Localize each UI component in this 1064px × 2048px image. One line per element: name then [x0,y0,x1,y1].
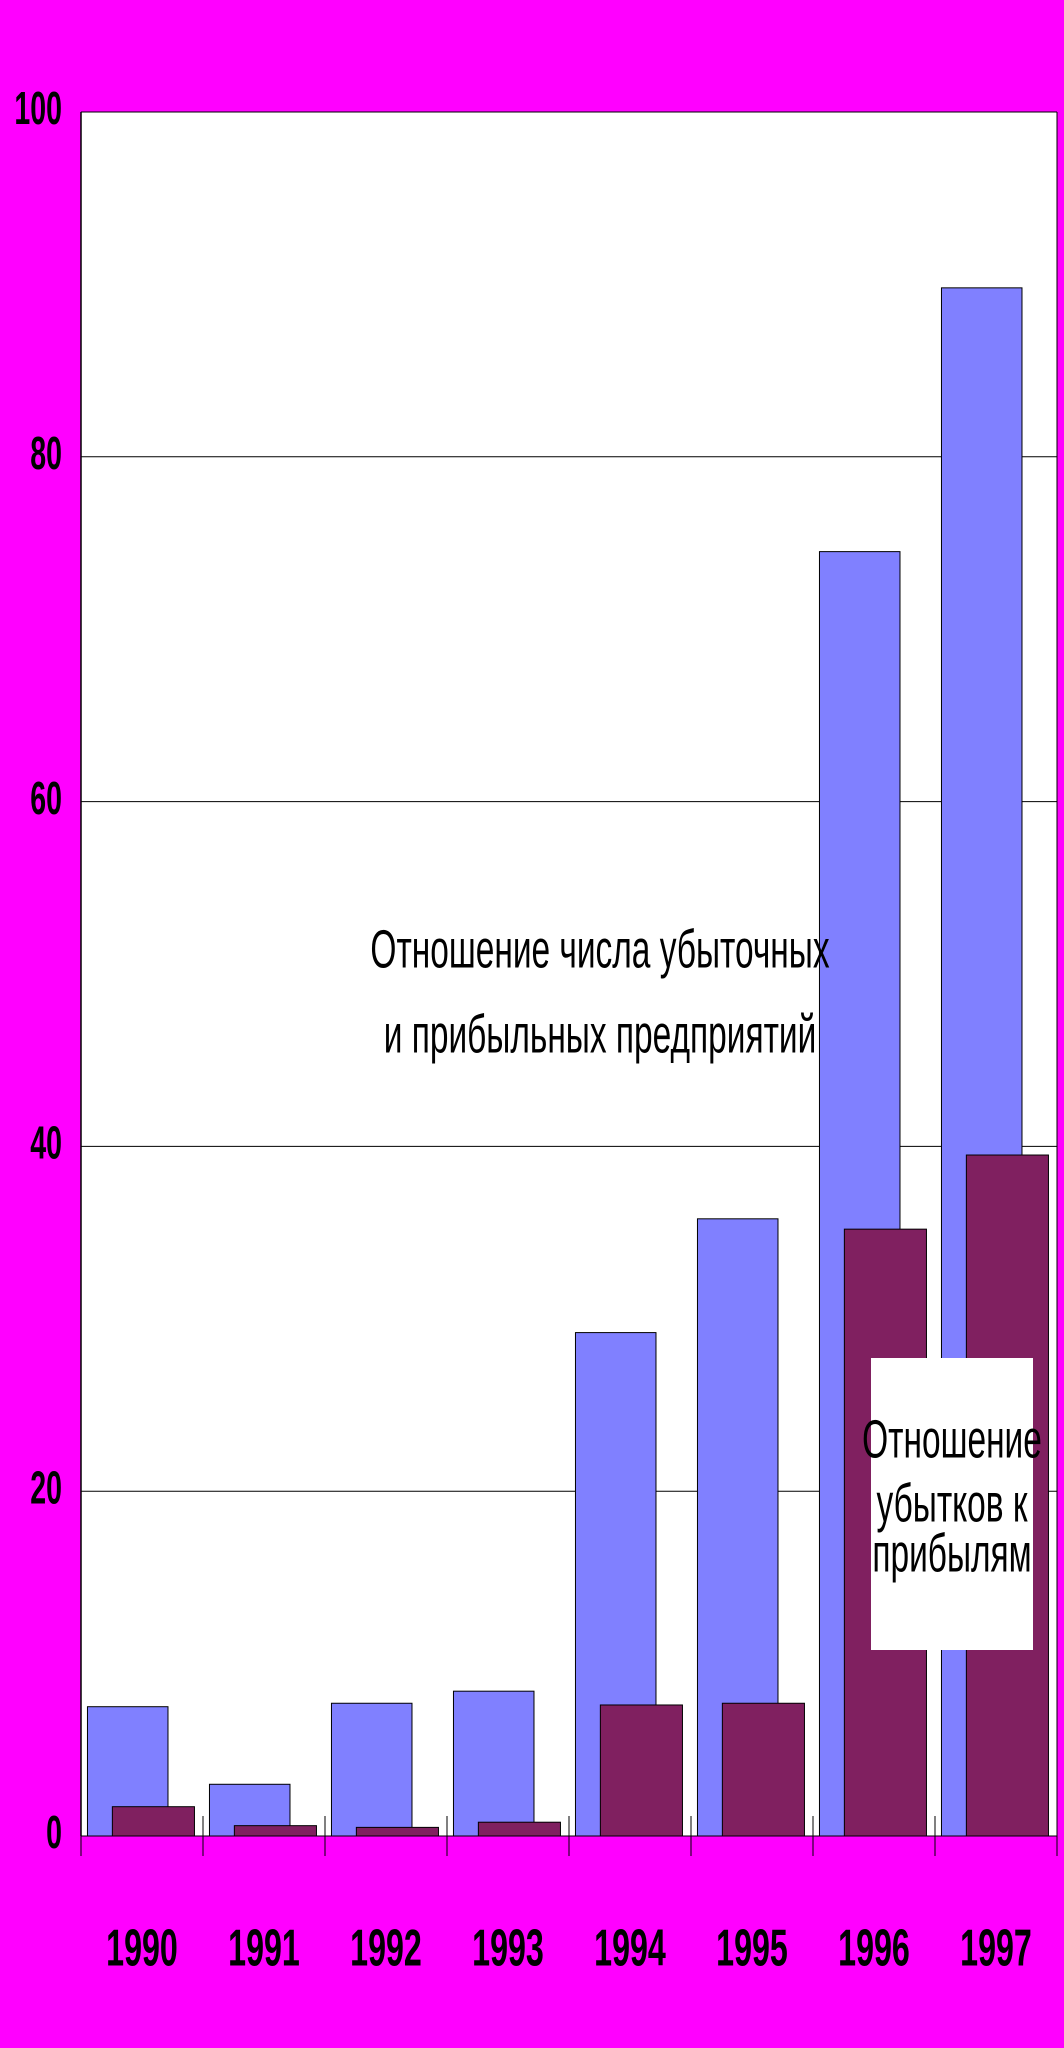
y-tick-label: 40 [30,1118,62,1170]
x-tick-label: 1991 [228,1920,300,1978]
annotation-box [871,1358,1033,1650]
y-tick-label: 0 [46,1807,62,1859]
bar [233,1825,317,1837]
bar [721,1702,805,1837]
bar [452,1690,535,1837]
x-tick-label: 1997 [960,1920,1032,1978]
bar [355,1826,439,1837]
annotation: Отношение [862,1408,1042,1469]
bar [330,1702,413,1837]
x-tick-label: 1992 [350,1920,422,1978]
bar [111,1806,195,1837]
annotation: убытков к [876,1472,1027,1533]
annotation: Отношение числа убыточных [370,918,829,979]
annotation: прибылям [872,1522,1031,1583]
x-tick-label: 1995 [716,1920,788,1978]
x-tick-label: 1994 [594,1920,666,1978]
bar [477,1821,561,1837]
y-tick-label: 60 [30,773,62,825]
bar [599,1704,683,1837]
y-tick-label: 20 [30,1462,62,1514]
x-tick-label: 1993 [472,1920,544,1978]
x-tick-label: 1990 [106,1920,178,1978]
y-tick-label: 80 [30,428,62,480]
x-tick-label: 1996 [838,1920,910,1978]
annotation: и прибыльных предприятий [384,1003,817,1064]
y-tick-label: 100 [14,83,62,135]
